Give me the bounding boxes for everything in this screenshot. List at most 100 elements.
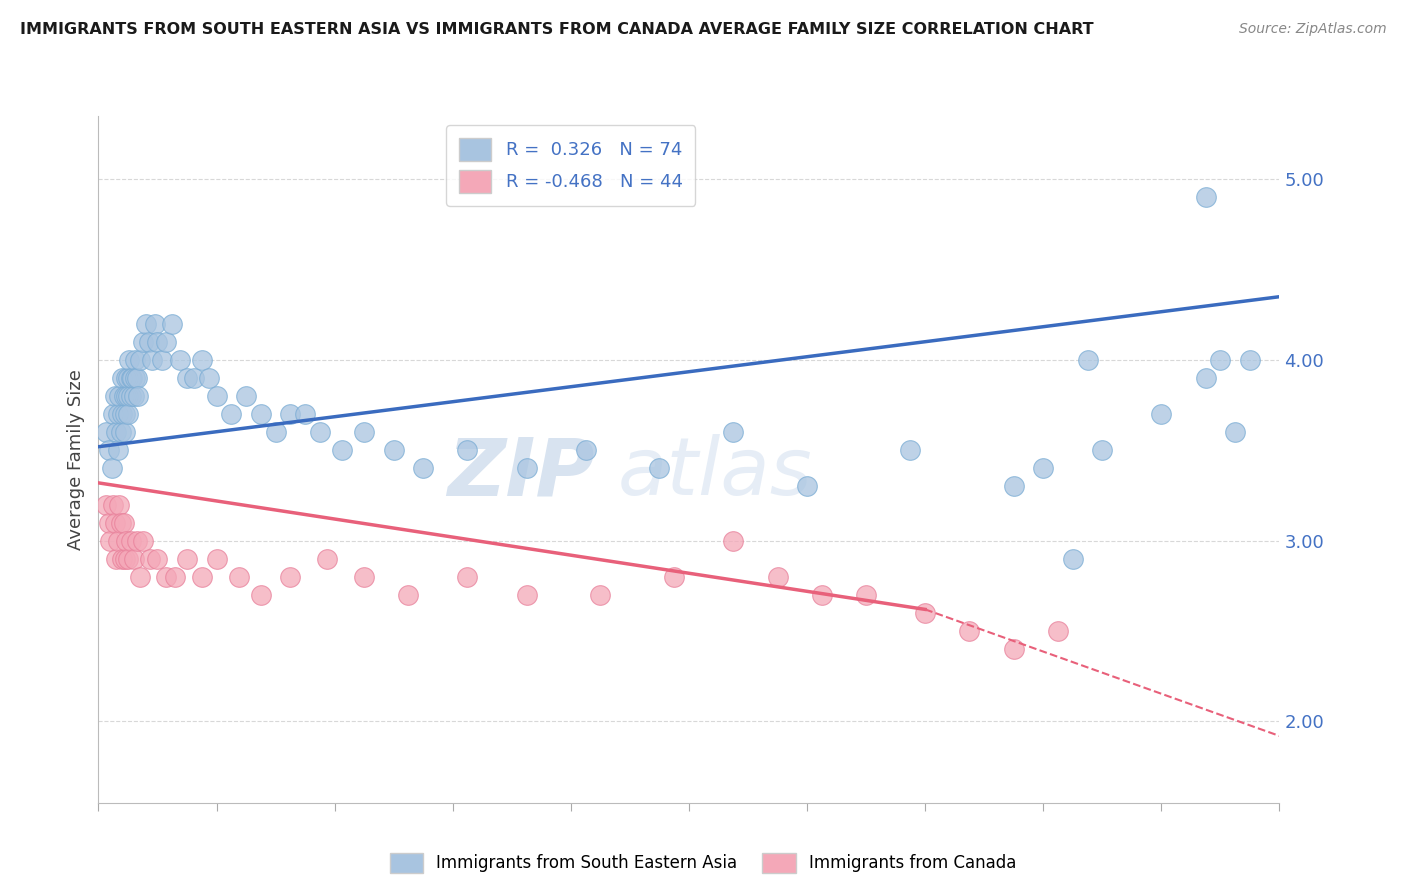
Point (648, 461, 671, 475)
Point (97, 516, 120, 530)
Point (135, 317, 157, 331)
Point (125, 371, 148, 385)
Point (1002, 642, 1025, 657)
Point (94, 498, 117, 512)
Point (138, 334, 160, 349)
Point (108, 389, 131, 403)
Point (155, 570, 177, 584)
Point (105, 425, 128, 440)
Point (112, 516, 135, 530)
Point (118, 353, 141, 368)
Point (250, 588, 273, 602)
Point (107, 443, 129, 458)
Point (1195, 190, 1218, 204)
Point (107, 407, 129, 421)
Point (162, 317, 183, 331)
Point (191, 570, 214, 584)
Point (456, 570, 478, 584)
Point (1032, 461, 1054, 475)
Point (309, 425, 332, 440)
Point (110, 425, 132, 440)
Point (353, 570, 375, 584)
Point (235, 389, 257, 403)
Point (150, 353, 173, 368)
Point (353, 425, 375, 440)
Point (574, 443, 596, 458)
Point (382, 443, 405, 458)
Point (103, 498, 125, 512)
Point (294, 407, 316, 421)
Point (855, 588, 877, 602)
Point (117, 407, 139, 421)
Point (105, 551, 128, 566)
Point (115, 533, 138, 548)
Point (115, 371, 138, 385)
Text: atlas: atlas (619, 434, 813, 512)
Point (1239, 353, 1261, 368)
Point (132, 334, 155, 349)
Point (278, 570, 302, 584)
Point (721, 533, 744, 548)
Text: ZIP: ZIP (447, 434, 595, 512)
Point (94, 425, 117, 440)
Point (139, 551, 162, 566)
Point (124, 371, 146, 385)
Point (796, 479, 818, 493)
Point (959, 624, 981, 639)
Point (664, 570, 686, 584)
Point (205, 389, 228, 403)
Point (250, 407, 273, 421)
Point (205, 551, 228, 566)
Text: Source: ZipAtlas.com: Source: ZipAtlas.com (1239, 22, 1386, 37)
Point (456, 443, 478, 458)
Point (766, 570, 789, 584)
Point (1046, 624, 1069, 639)
Point (228, 570, 250, 584)
Point (117, 389, 139, 403)
Point (330, 443, 353, 458)
Point (111, 407, 134, 421)
Point (112, 389, 135, 403)
Point (1077, 353, 1099, 368)
Point (120, 389, 142, 403)
Point (146, 334, 169, 349)
Point (183, 371, 205, 385)
Point (589, 588, 612, 602)
Point (155, 334, 177, 349)
Point (396, 588, 419, 602)
Point (143, 317, 166, 331)
Point (191, 353, 214, 368)
Point (120, 371, 142, 385)
Point (122, 551, 145, 566)
Point (1195, 371, 1218, 385)
Legend: Immigrants from South Eastern Asia, Immigrants from Canada: Immigrants from South Eastern Asia, Immi… (382, 847, 1024, 880)
Point (515, 588, 537, 602)
Point (169, 353, 191, 368)
Point (114, 425, 136, 440)
Point (1062, 551, 1084, 566)
Text: IMMIGRANTS FROM SOUTH EASTERN ASIA VS IMMIGRANTS FROM CANADA AVERAGE FAMILY SIZE: IMMIGRANTS FROM SOUTH EASTERN ASIA VS IM… (20, 22, 1094, 37)
Point (278, 407, 302, 421)
Point (128, 353, 150, 368)
Point (1150, 407, 1173, 421)
Point (114, 551, 136, 566)
Legend: R =  0.326   N = 74, R = -0.468   N = 44: R = 0.326 N = 74, R = -0.468 N = 44 (446, 125, 696, 206)
Point (125, 533, 148, 548)
Point (412, 461, 434, 475)
Point (132, 533, 155, 548)
Point (176, 551, 198, 566)
Point (721, 425, 744, 440)
Point (108, 498, 131, 512)
Point (1209, 353, 1232, 368)
Point (121, 371, 143, 385)
Point (141, 353, 163, 368)
Point (115, 389, 138, 403)
Point (122, 389, 145, 403)
Point (515, 461, 537, 475)
Point (104, 516, 127, 530)
Point (97, 443, 120, 458)
Point (176, 371, 198, 385)
Point (107, 533, 129, 548)
Point (900, 443, 922, 458)
Point (124, 353, 146, 368)
